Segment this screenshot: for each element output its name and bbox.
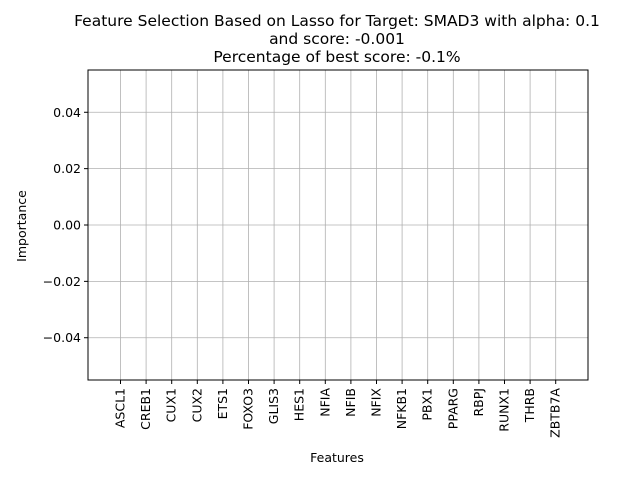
x-tick-label: ZBTB7A <box>548 388 563 438</box>
x-tick-label: CUX2 <box>189 388 204 422</box>
x-tick-label: FOXO3 <box>241 388 256 430</box>
chart-title-line-2: and score: -0.001 <box>269 30 405 48</box>
plot-area-frame <box>87 69 589 381</box>
x-tick-label: NFIX <box>369 388 384 417</box>
x-tick-label: RUNX1 <box>497 388 512 432</box>
chart-title: Feature Selection Based on Lasso for Tar… <box>74 12 600 66</box>
y-tick-label: 0.02 <box>53 161 81 176</box>
y-tick-label: 0.00 <box>53 218 81 233</box>
grid-lines <box>88 70 588 380</box>
x-tick-label: NFKB1 <box>394 388 409 429</box>
x-tick-label: NFIB <box>343 388 358 417</box>
y-axis-ticks: −0.04 −0.02 0.00 0.02 0.04 <box>43 105 88 345</box>
y-tick-label: −0.02 <box>43 274 81 289</box>
x-tick-label: RBPJ <box>471 388 486 417</box>
x-axis-ticks: ASCL1 CREB1 CUX1 CUX2 ETS1 FOXO3 GLIS3 HES1 NFIA… <box>113 380 563 438</box>
y-tick-label: 0.04 <box>53 105 81 120</box>
x-tick-label: ETS1 <box>215 388 230 419</box>
x-tick-label: PPARG <box>445 388 460 429</box>
x-tick-label: PBX1 <box>420 388 435 421</box>
x-tick-label: CUX1 <box>164 388 179 422</box>
x-tick-label: THRB <box>522 388 537 423</box>
x-tick-label: GLIS3 <box>266 388 281 424</box>
x-tick-label: ASCL1 <box>113 388 128 428</box>
y-tick-label: −0.04 <box>43 330 81 345</box>
y-axis-label: Importance <box>14 190 29 262</box>
chart-title-line-1: Feature Selection Based on Lasso for Tar… <box>74 12 600 30</box>
x-tick-label: NFIA <box>317 388 332 417</box>
x-axis-label: Features <box>310 450 364 465</box>
x-tick-label: HES1 <box>292 388 307 421</box>
x-tick-label: CREB1 <box>138 388 153 430</box>
chart-title-line-3: Percentage of best score: -0.1% <box>213 48 460 66</box>
